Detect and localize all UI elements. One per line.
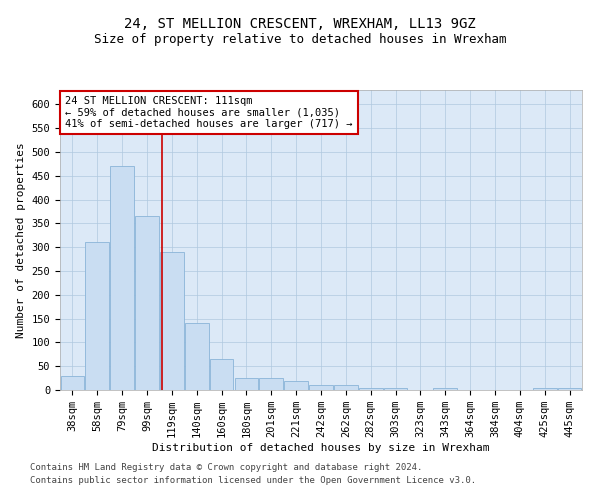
X-axis label: Distribution of detached houses by size in Wrexham: Distribution of detached houses by size … [152, 443, 490, 453]
Bar [160, 252, 184, 390]
Bar [235, 378, 258, 390]
Text: 24, ST MELLION CRESCENT, WREXHAM, LL13 9GZ: 24, ST MELLION CRESCENT, WREXHAM, LL13 9… [124, 18, 476, 32]
Bar [284, 382, 308, 390]
Bar [558, 388, 581, 390]
Bar [210, 359, 233, 390]
Y-axis label: Number of detached properties: Number of detached properties [16, 142, 26, 338]
Bar [85, 242, 109, 390]
Bar [334, 385, 358, 390]
Bar [433, 388, 457, 390]
Text: Contains public sector information licensed under the Open Government Licence v3: Contains public sector information licen… [30, 476, 476, 485]
Bar [359, 388, 383, 390]
Bar [110, 166, 134, 390]
Text: Size of property relative to detached houses in Wrexham: Size of property relative to detached ho… [94, 32, 506, 46]
Bar [259, 378, 283, 390]
Bar [384, 388, 407, 390]
Bar [135, 216, 159, 390]
Bar [309, 385, 333, 390]
Text: 24 ST MELLION CRESCENT: 111sqm
← 59% of detached houses are smaller (1,035)
41% : 24 ST MELLION CRESCENT: 111sqm ← 59% of … [65, 96, 353, 129]
Bar [61, 376, 84, 390]
Bar [185, 324, 209, 390]
Bar [533, 388, 557, 390]
Text: Contains HM Land Registry data © Crown copyright and database right 2024.: Contains HM Land Registry data © Crown c… [30, 464, 422, 472]
